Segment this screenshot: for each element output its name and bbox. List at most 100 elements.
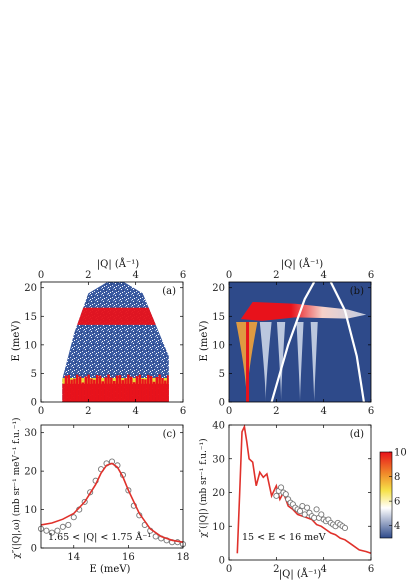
- panel-a-spike: [127, 374, 130, 402]
- panel-b-ylabel: E (meV): [199, 320, 210, 361]
- panel-c-plot: [37, 458, 187, 548]
- panel-b-kinematic-limit: [329, 281, 365, 403]
- panel-c-ytick-label: 0: [31, 544, 37, 555]
- panel-b-frame: [228, 281, 372, 403]
- panel-b-top-xlabel: |Q| (Å⁻¹): [281, 258, 324, 270]
- panel-a-spike: [81, 382, 85, 402]
- panel-b-xtick-label: 6: [368, 406, 374, 417]
- panel-d-data-point: [278, 484, 285, 491]
- panel-c-data-point: [152, 533, 159, 540]
- panel-a-ytick-label: 0: [31, 398, 37, 409]
- panel-c-data-point: [70, 514, 77, 521]
- panel-d-data-point: [273, 492, 280, 499]
- panel-b-top-xtick-label: 6: [368, 270, 374, 281]
- panel-d-ytick-label: 30: [212, 454, 225, 465]
- panel-c: 14 16 18 0 10 20 30 E (meV) χ″(|Q|,ω) (mb sr⁻¹…: [11, 417, 189, 575]
- panel-a-ytick-label: 10: [24, 340, 37, 351]
- panel-b-heatmap: [229, 281, 371, 403]
- panel-b-label: (b): [350, 286, 364, 297]
- panel-b-finger: [296, 322, 304, 402]
- panel-c-data-point: [48, 529, 55, 536]
- panel-a-label: (a): [162, 286, 176, 297]
- panel-b-ytick-label: 20: [212, 283, 225, 294]
- panel-c-ylabel: χ″(|Q|,ω) (mb sr⁻¹ meV⁻¹ f.u.⁻¹): [11, 417, 22, 558]
- panel-d-ytick-label: 40: [212, 421, 225, 432]
- panel-a-frame: [40, 281, 184, 403]
- panel-c-frame: [40, 424, 184, 549]
- panel-c-ytick-label: 10: [24, 505, 37, 516]
- panel-a-ytick-label: 15: [24, 312, 37, 323]
- panel-b-xtick-label: 0: [226, 406, 232, 417]
- panel-a-spike: [135, 376, 139, 402]
- panel-c-data-point: [59, 523, 66, 530]
- panel-b-finger: [259, 322, 272, 402]
- panel-b-ytick-label: 0: [219, 398, 225, 409]
- panel-a-spike: [161, 377, 164, 402]
- colorbar-gradient: [379, 451, 393, 539]
- panel-a-spike: [124, 378, 127, 402]
- panel-d-xtick-label: 4: [320, 564, 326, 575]
- panel-a-spike: [144, 379, 147, 402]
- panel-a-spike: [115, 375, 119, 402]
- panel-a-spike: [70, 379, 73, 402]
- panel-a-spike: [73, 378, 76, 402]
- panel-a-spike: [76, 374, 79, 402]
- panel-d-xlabel: |Q| (Å⁻¹): [279, 568, 322, 580]
- panel-b-finger: [276, 322, 286, 402]
- colorbar-tick-label: 4: [394, 521, 400, 532]
- panel-a-ytick-label: 5: [31, 369, 37, 380]
- panel-a-coverage: [62, 282, 169, 402]
- panel-d-annotation: 15 < E < 16 meV: [242, 532, 326, 543]
- panel-a-top-xtick-label: 6: [180, 270, 186, 281]
- panel-d-xtick-label: 0: [226, 564, 232, 575]
- colorbar-tick-label: 8: [394, 472, 400, 483]
- panel-d: 0 2 4 6 0 10 20 30 40 |Q| (Å⁻¹) χ″(|Q|) (mb sr⁻¹…: [198, 421, 407, 581]
- panel-c-data-point: [65, 521, 72, 528]
- panel-a-spike: [78, 376, 82, 402]
- panel-b-ytick-label: 5: [219, 369, 225, 380]
- panel-a-spike: [149, 375, 153, 402]
- panel-a-spike: [147, 374, 150, 402]
- panel-a-top-xtick-label: 2: [85, 270, 91, 281]
- panel-c-fit-line: [40, 462, 184, 543]
- panel-d-ytick-label: 10: [212, 522, 225, 533]
- panel-a-spike: [67, 374, 71, 402]
- panel-c-label: (c): [163, 429, 177, 440]
- panel-a-spike: [64, 375, 68, 402]
- panel-b-kinematic-limit: [270, 281, 316, 403]
- panel-a-spike: [141, 378, 144, 402]
- panel-c-data-point: [54, 527, 61, 534]
- panel-a-xtick-label: 2: [85, 406, 91, 417]
- panel-a-top-xtick-label: 4: [132, 270, 138, 281]
- panel-a-top-xtick-label: 0: [38, 270, 44, 281]
- panel-d-data-point: [296, 508, 304, 515]
- panel-a-spike: [158, 374, 161, 402]
- panel-b-ytick-label: 15: [212, 312, 225, 323]
- panel-c-axes: 14 16 18 0 10 20 30: [24, 424, 189, 563]
- panel-d-ytick-label: 0: [219, 556, 225, 567]
- panel-a-spike: [166, 375, 169, 402]
- panel-d-model-line: [236, 424, 372, 555]
- panel-a-xtick-label: 4: [132, 406, 138, 417]
- panel-a-spike: [84, 376, 88, 402]
- panel-d-ylabel: χ″(|Q|) (mb sr⁻¹ f.u.⁻¹): [198, 438, 209, 537]
- panel-d-xtick-label: 2: [273, 564, 279, 575]
- colorbar-tick-label: 10: [394, 448, 407, 459]
- panel-a-spike: [121, 380, 124, 402]
- panel-a-spike: [132, 382, 136, 402]
- panel-a-top-xlabel: |Q| (Å⁻¹): [97, 258, 140, 270]
- panel-d-data-point: [304, 504, 311, 511]
- panel-a-spike: [107, 374, 110, 402]
- panel-b-red-streak: [246, 322, 250, 402]
- panel-a-xtick-label: 6: [180, 406, 186, 417]
- panel-d-axes: 0 2 4 6 0 10 20 30 40: [212, 421, 374, 576]
- panel-a-spike: [112, 380, 116, 402]
- panel-a-band: [62, 307, 169, 325]
- panel-a-spike: [155, 376, 159, 402]
- panel-b-top-xtick-label: 0: [226, 270, 232, 281]
- panel-c-ytick-label: 30: [24, 428, 37, 439]
- panel-b-finger: [310, 322, 318, 402]
- panel-b-xtick-label: 4: [320, 406, 326, 417]
